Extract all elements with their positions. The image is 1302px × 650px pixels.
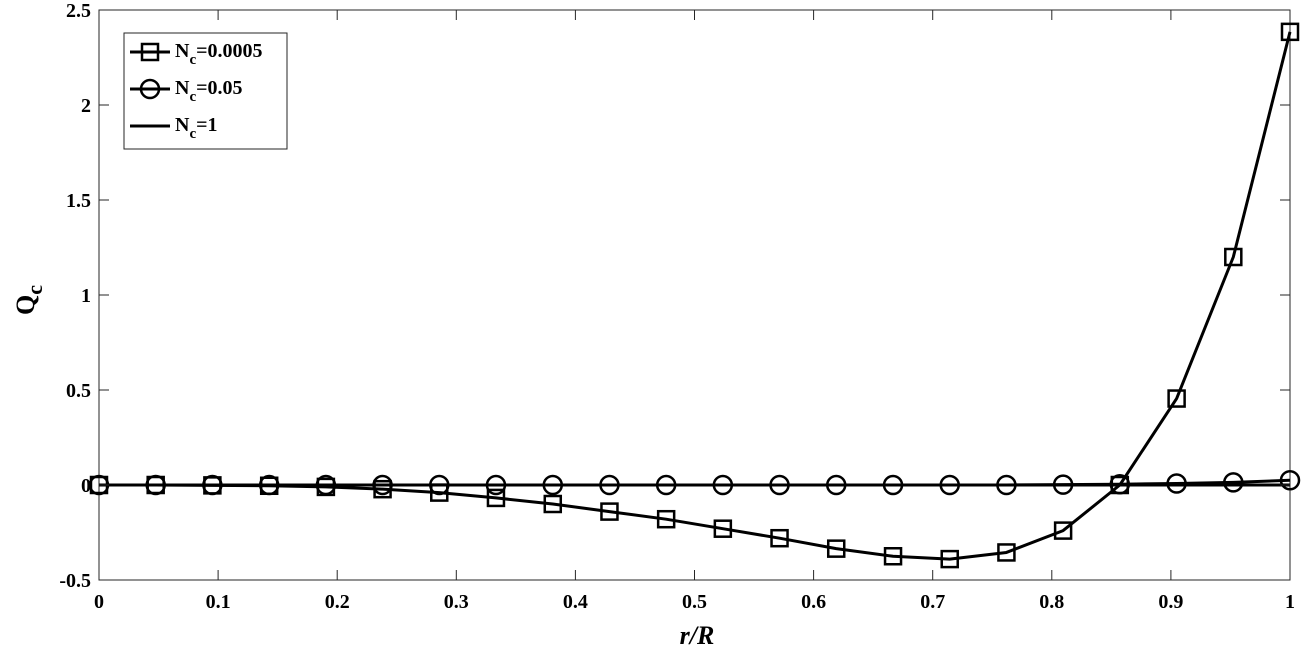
x-tick-label: 0.4 bbox=[563, 591, 588, 613]
data-point bbox=[1224, 247, 1243, 267]
y-tick-label: 1.5 bbox=[66, 190, 91, 212]
data-point bbox=[600, 502, 619, 521]
x-tick-label: 0.3 bbox=[444, 591, 469, 613]
legend-item: Nc=1 bbox=[130, 114, 218, 142]
legend-label: Nc=1 bbox=[175, 114, 218, 142]
data-point bbox=[997, 543, 1016, 562]
y-axis-label-main: Q bbox=[11, 295, 40, 315]
y-tick-label: 0 bbox=[81, 475, 91, 497]
data-point bbox=[826, 539, 846, 558]
data-point bbox=[1223, 472, 1244, 493]
legend: Nc=0.0005 Nc=0.05 Nc=1 bbox=[123, 32, 288, 150]
legend-label: Nc=0.0005 bbox=[175, 40, 263, 68]
x-tick-label: 0.1 bbox=[206, 591, 231, 613]
data-point bbox=[543, 494, 563, 514]
data-point bbox=[1167, 389, 1186, 408]
y-tick-label: 2.5 bbox=[66, 0, 91, 22]
svg-text:Qc: Qc bbox=[11, 285, 47, 315]
y-tick-label: -0.5 bbox=[59, 570, 91, 592]
plot-area bbox=[88, 9, 1301, 581]
data-point bbox=[883, 547, 903, 566]
data-point bbox=[656, 509, 676, 529]
y-tick-label: 1 bbox=[81, 285, 91, 307]
data-point bbox=[770, 528, 789, 548]
data-point bbox=[1053, 521, 1073, 540]
y-tick-label: 2 bbox=[81, 95, 91, 117]
x-tick-label: 0.5 bbox=[682, 591, 707, 613]
legend-marker bbox=[139, 78, 161, 100]
y-axis-label-sub: c bbox=[22, 285, 47, 295]
legend-item: Nc=0.05 bbox=[130, 77, 243, 105]
data-point bbox=[940, 549, 959, 569]
data-point bbox=[1166, 473, 1187, 494]
x-axis-label: r/R bbox=[680, 621, 715, 650]
x-tick-label: 0.8 bbox=[1039, 591, 1064, 613]
legend-label: Nc=0.05 bbox=[175, 77, 243, 105]
series-1 bbox=[88, 470, 1301, 496]
legend-marker bbox=[140, 42, 160, 62]
x-tick-label: 0.2 bbox=[325, 591, 350, 613]
x-tick-label: 0.6 bbox=[801, 591, 826, 613]
data-point bbox=[1279, 470, 1301, 491]
data-point bbox=[486, 488, 506, 508]
data-point bbox=[1280, 22, 1300, 42]
legend-item: Nc=0.0005 bbox=[130, 40, 263, 68]
x-axis-ticks: 0 0.1 0.2 0.3 0.4 0.5 0.6 0.7 0.8 0.9 1 bbox=[94, 10, 1295, 613]
y-axis-ticks: -0.5 0 0.5 1 1.5 2 2.5 bbox=[59, 0, 1290, 592]
y-tick-label: 0.5 bbox=[66, 380, 91, 402]
y-axis-label: Qc bbox=[11, 285, 47, 315]
x-tick-label: 0.7 bbox=[920, 591, 945, 613]
data-point bbox=[713, 519, 733, 538]
x-tick-label: 0 bbox=[94, 591, 104, 613]
x-tick-label: 0.9 bbox=[1158, 591, 1183, 613]
x-tick-label: 1 bbox=[1285, 591, 1295, 613]
